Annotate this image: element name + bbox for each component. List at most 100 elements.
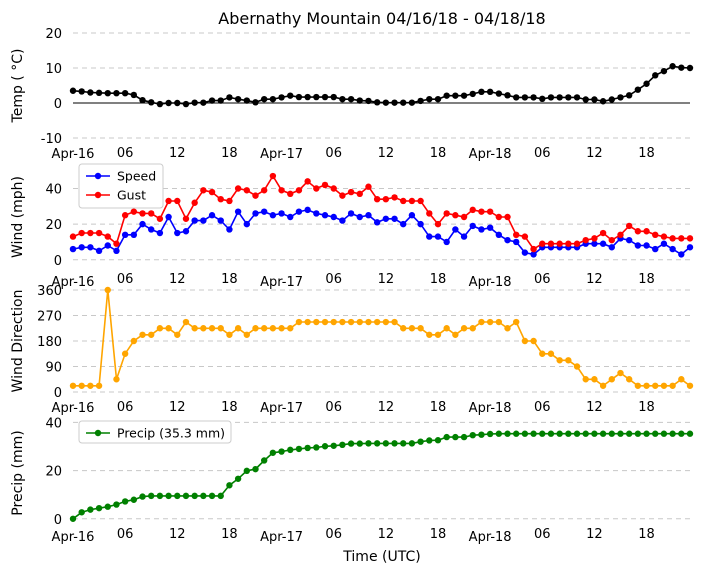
- data-point: [469, 206, 476, 214]
- x-tick-label: 06: [117, 272, 134, 287]
- data-point: [417, 97, 424, 105]
- data-point: [234, 208, 242, 215]
- data-point: [434, 233, 442, 240]
- data-point: [200, 187, 207, 194]
- data-point: [104, 90, 111, 97]
- data-point: [591, 240, 598, 247]
- x-tick-label: 06: [534, 527, 551, 542]
- data-point: [313, 318, 320, 326]
- data-point: [330, 442, 337, 449]
- data-point: [278, 210, 285, 217]
- data-point: [391, 440, 398, 447]
- data-point: [269, 212, 277, 219]
- data-point: [148, 210, 155, 217]
- chart-title: Abernathy Mountain 04/16/18 - 04/18/18: [218, 9, 545, 28]
- data-point: [304, 93, 311, 101]
- data-point: [634, 228, 642, 235]
- data-point: [252, 210, 259, 217]
- y-tick-label: 360: [37, 284, 62, 299]
- data-point: [148, 226, 155, 233]
- data-point: [69, 245, 77, 253]
- data-point: [95, 504, 103, 512]
- data-point: [400, 197, 407, 205]
- data-point: [226, 94, 233, 101]
- data-point: [512, 231, 520, 239]
- data-point: [617, 430, 624, 437]
- data-point: [295, 445, 303, 453]
- data-point: [565, 357, 572, 364]
- data-point: [339, 318, 346, 326]
- x-tick-label: 12: [378, 146, 395, 161]
- data-point: [478, 226, 485, 233]
- data-point: [686, 235, 694, 242]
- data-point: [495, 430, 503, 437]
- y-tick-label: 0: [54, 97, 62, 112]
- x-tick-label: 18: [638, 527, 655, 542]
- data-point: [104, 242, 111, 249]
- data-point: [269, 325, 277, 332]
- y-axis-label: Temp ( °C): [10, 49, 26, 124]
- y-tick-label: -10: [41, 132, 62, 147]
- data-point: [486, 208, 494, 215]
- data-point: [365, 183, 372, 190]
- data-point: [121, 350, 129, 357]
- data-point: [417, 325, 424, 332]
- data-point: [208, 212, 216, 219]
- x-tick-label: 18: [430, 400, 447, 415]
- data-point: [652, 231, 659, 239]
- data-point: [582, 236, 589, 244]
- data-point: [313, 185, 320, 192]
- data-point: [226, 482, 233, 489]
- data-point: [426, 331, 433, 338]
- x-tick-label: Apr-17: [260, 147, 303, 162]
- data-point: [669, 63, 676, 70]
- data-point: [608, 96, 615, 103]
- data-point: [148, 331, 155, 338]
- data-point: [634, 86, 642, 93]
- data-point: [243, 467, 251, 475]
- data-point: [365, 212, 372, 219]
- data-point: [678, 235, 685, 242]
- data-point: [347, 440, 355, 447]
- data-point: [69, 515, 77, 522]
- x-tick-label: 12: [378, 400, 395, 415]
- data-point: [582, 96, 589, 103]
- data-point: [78, 382, 85, 389]
- data-point: [165, 99, 172, 107]
- x-tick-label: Apr-17: [260, 275, 303, 290]
- data-point: [339, 217, 346, 224]
- data-point: [252, 465, 259, 473]
- data-point: [652, 382, 659, 389]
- data-point: [87, 506, 94, 513]
- data-point: [530, 337, 537, 345]
- data-point: [287, 325, 294, 332]
- data-point: [460, 233, 468, 240]
- data-point: [260, 457, 268, 464]
- data-point: [686, 64, 694, 72]
- legend-label: Speed: [117, 169, 156, 184]
- data-point: [608, 244, 615, 251]
- data-point: [391, 194, 398, 201]
- legend-label: Precip (35.3 mm): [117, 426, 225, 441]
- data-point: [356, 213, 363, 221]
- data-point: [121, 212, 129, 219]
- data-point: [217, 492, 224, 500]
- data-point: [182, 100, 190, 108]
- data-point: [156, 325, 164, 332]
- data-point: [313, 93, 320, 101]
- data-point: [95, 229, 103, 237]
- data-point: [669, 235, 676, 242]
- data-point: [174, 331, 181, 338]
- data-point: [539, 95, 546, 103]
- data-point: [460, 433, 468, 441]
- y-axis-label: Precip (mm): [10, 430, 26, 515]
- data-point: [643, 228, 650, 235]
- data-point: [599, 382, 607, 389]
- y-tick-label: 90: [45, 361, 62, 376]
- data-point: [556, 94, 563, 101]
- data-point: [486, 430, 494, 438]
- data-point: [217, 325, 224, 332]
- data-point: [78, 88, 85, 95]
- data-point: [130, 208, 138, 215]
- data-point: [269, 449, 277, 456]
